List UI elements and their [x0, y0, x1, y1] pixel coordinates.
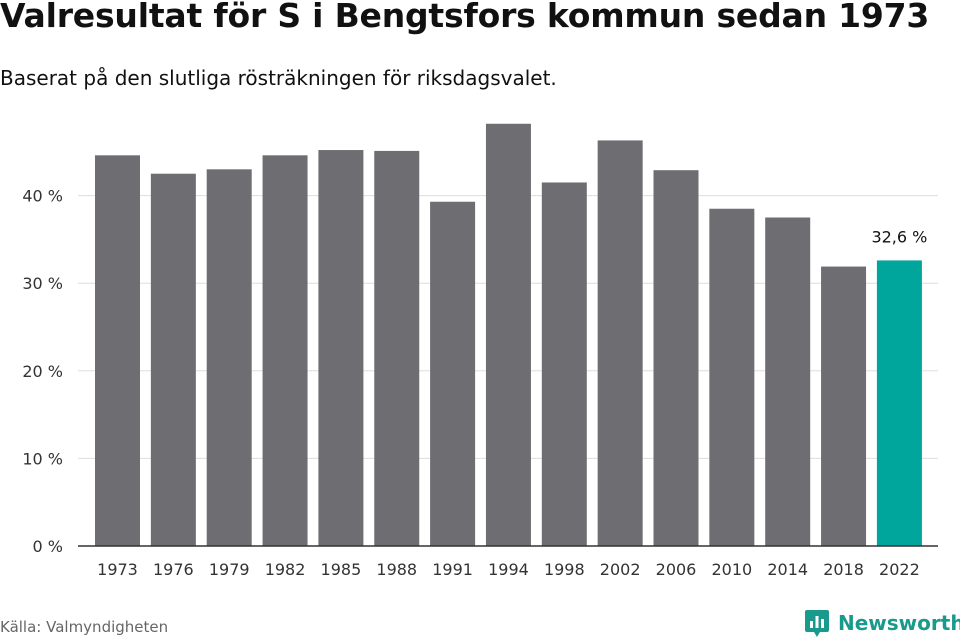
x-tick-label: 1988: [376, 560, 417, 579]
x-tick-label: 1976: [153, 560, 194, 579]
bar-1985: [318, 150, 364, 546]
bar-1976: [150, 173, 196, 546]
x-tick-label: 1998: [544, 560, 585, 579]
y-tick-label: 0 %: [33, 537, 63, 556]
bar-1973: [95, 155, 140, 546]
y-tick-label: 40 %: [22, 187, 63, 206]
y-tick-label: 30 %: [22, 274, 63, 293]
chart-subtitle: Baserat på den slutliga rösträkningen fö…: [0, 66, 557, 90]
x-tick-label: 2010: [711, 560, 752, 579]
y-tick-label: 20 %: [22, 362, 63, 381]
source-note: Källa: Valmyndigheten: [0, 618, 169, 636]
x-tick-label: 1985: [321, 560, 362, 579]
labels: 0 % 10 % 20 % 30 % 40 % 1973 1976 1979 1982 1985 1…: [22, 187, 927, 579]
newsworthy-logo-icon: [805, 610, 829, 637]
chart-title: Valresultat för S i Bengtsfors kommun se…: [0, 0, 930, 35]
bar-2014: [765, 217, 811, 546]
brand-logo: Newsworthy: [804, 608, 960, 638]
x-tick-label: 1973: [97, 560, 138, 579]
bar-1998: [541, 182, 587, 546]
bar-2002: [597, 140, 643, 547]
bar-1979: [206, 169, 252, 546]
x-tick-label: 2014: [767, 560, 808, 579]
x-tick-label: 1991: [432, 560, 473, 579]
bar-2022: [876, 260, 922, 546]
bar-chart: 0 % 10 % 20 % 30 % 40 % 1973 1976 1979 1982 1985 1…: [22, 123, 938, 579]
bar-1994: [485, 123, 531, 546]
x-tick-label: 1994: [488, 560, 529, 579]
bar-2018: [821, 266, 867, 546]
x-tick-label: 2006: [656, 560, 697, 579]
x-tick-label: 2022: [879, 560, 920, 579]
bar-1982: [262, 155, 308, 546]
x-tick-label: 1982: [265, 560, 306, 579]
bar-2006: [653, 170, 699, 547]
y-tick-label: 10 %: [22, 449, 63, 468]
bar-1988: [374, 150, 420, 546]
bar-1991: [430, 201, 476, 546]
x-tick-label: 2002: [600, 560, 641, 579]
bar-2010: [709, 208, 755, 547]
x-tick-label: 2018: [823, 560, 864, 579]
x-tick-label: 1979: [209, 560, 250, 579]
data-label: 32,6 %: [871, 227, 927, 246]
brand-name: Newsworthy: [838, 611, 960, 635]
bars: [78, 123, 938, 547]
